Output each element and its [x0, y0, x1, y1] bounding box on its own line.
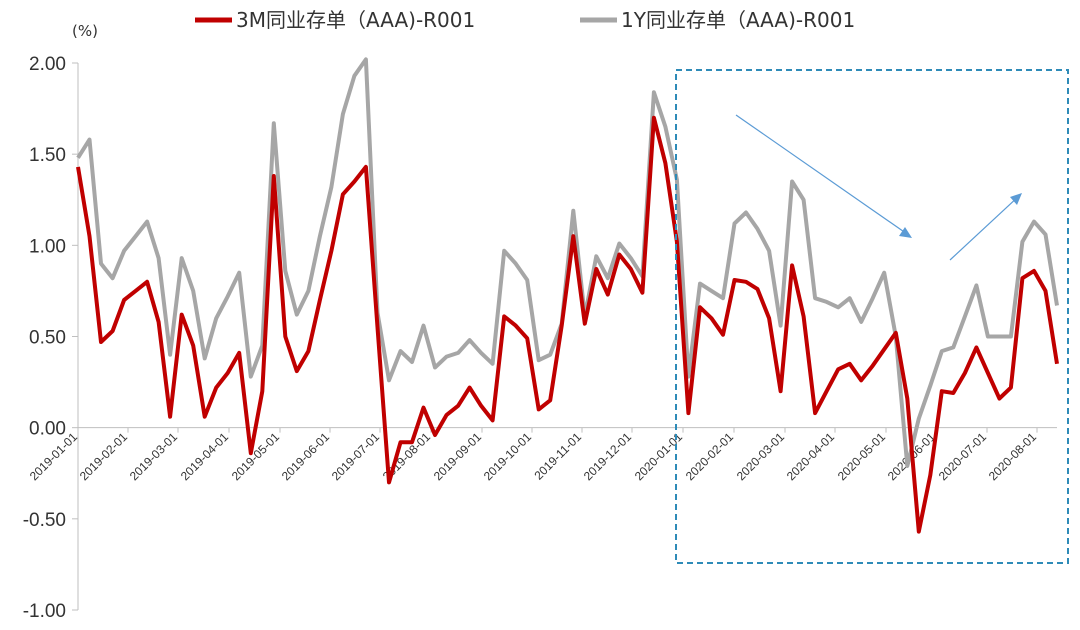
y-tick-label: 2.00	[29, 54, 66, 75]
series-lines	[76, 57, 1059, 534]
axes	[77, 63, 1057, 610]
series-line-3m	[76, 115, 1059, 534]
highlight-box	[675, 69, 1069, 564]
x-tick-label: 2019-10-01	[481, 430, 535, 484]
x-tick-label: 2019-07-01	[329, 430, 383, 484]
unit-label: (%)	[72, 22, 98, 40]
down-trend-arrow-head	[899, 227, 912, 238]
x-tick-label: 2020-03-01	[734, 430, 788, 484]
x-tick-label: 2019-04-01	[178, 430, 232, 484]
x-tick-label: 2019-09-01	[431, 430, 485, 484]
x-tick-label: 2019-03-01	[127, 430, 181, 484]
up-trend-arrow	[949, 194, 1021, 261]
x-axis-ticks: 2019-01-012019-02-012019-03-012019-04-01…	[27, 427, 1040, 484]
x-tick-label: 2019-11-01	[531, 430, 584, 483]
x-tick-label: 2019-02-01	[77, 430, 131, 484]
x-tick-label: 2020-02-01	[683, 430, 737, 484]
x-tick-label: 2019-12-01	[581, 430, 635, 484]
x-tick-label: 2020-04-01	[784, 430, 838, 484]
down-trend-arrow	[735, 114, 911, 237]
x-tick-label: 2020-08-01	[986, 430, 1040, 484]
y-tick-label: -0.50	[23, 510, 66, 531]
up-trend-arrow-head	[1010, 193, 1022, 205]
legend-label-3m: 3M同业存单（AAA)-R001	[236, 8, 475, 32]
legend-label-1y: 1Y同业存单（AAA)-R001	[621, 8, 855, 32]
x-tick-label: 2020-07-01	[936, 430, 990, 484]
y-tick-label: 0.50	[29, 328, 66, 349]
y-tick-label: 0.00	[29, 419, 66, 440]
y-axis-ticks: 2.00 1.50 1.00 0.50 0.00 -0.50 -1.00	[23, 54, 78, 622]
legend: 3M同业存单（AAA)-R001 1Y同业存单（AAA)-R001	[195, 8, 855, 32]
x-tick-label: 2020-05-01	[835, 430, 889, 484]
x-tick-label: 2019-06-01	[279, 430, 333, 484]
y-tick-label: 1.50	[29, 145, 66, 166]
x-tick-label: 2020-01-01	[632, 430, 686, 484]
series-line-1y	[76, 57, 1059, 468]
y-tick-label: 1.00	[29, 236, 66, 257]
annotations	[675, 69, 1069, 564]
y-tick-label: -1.00	[23, 601, 66, 622]
